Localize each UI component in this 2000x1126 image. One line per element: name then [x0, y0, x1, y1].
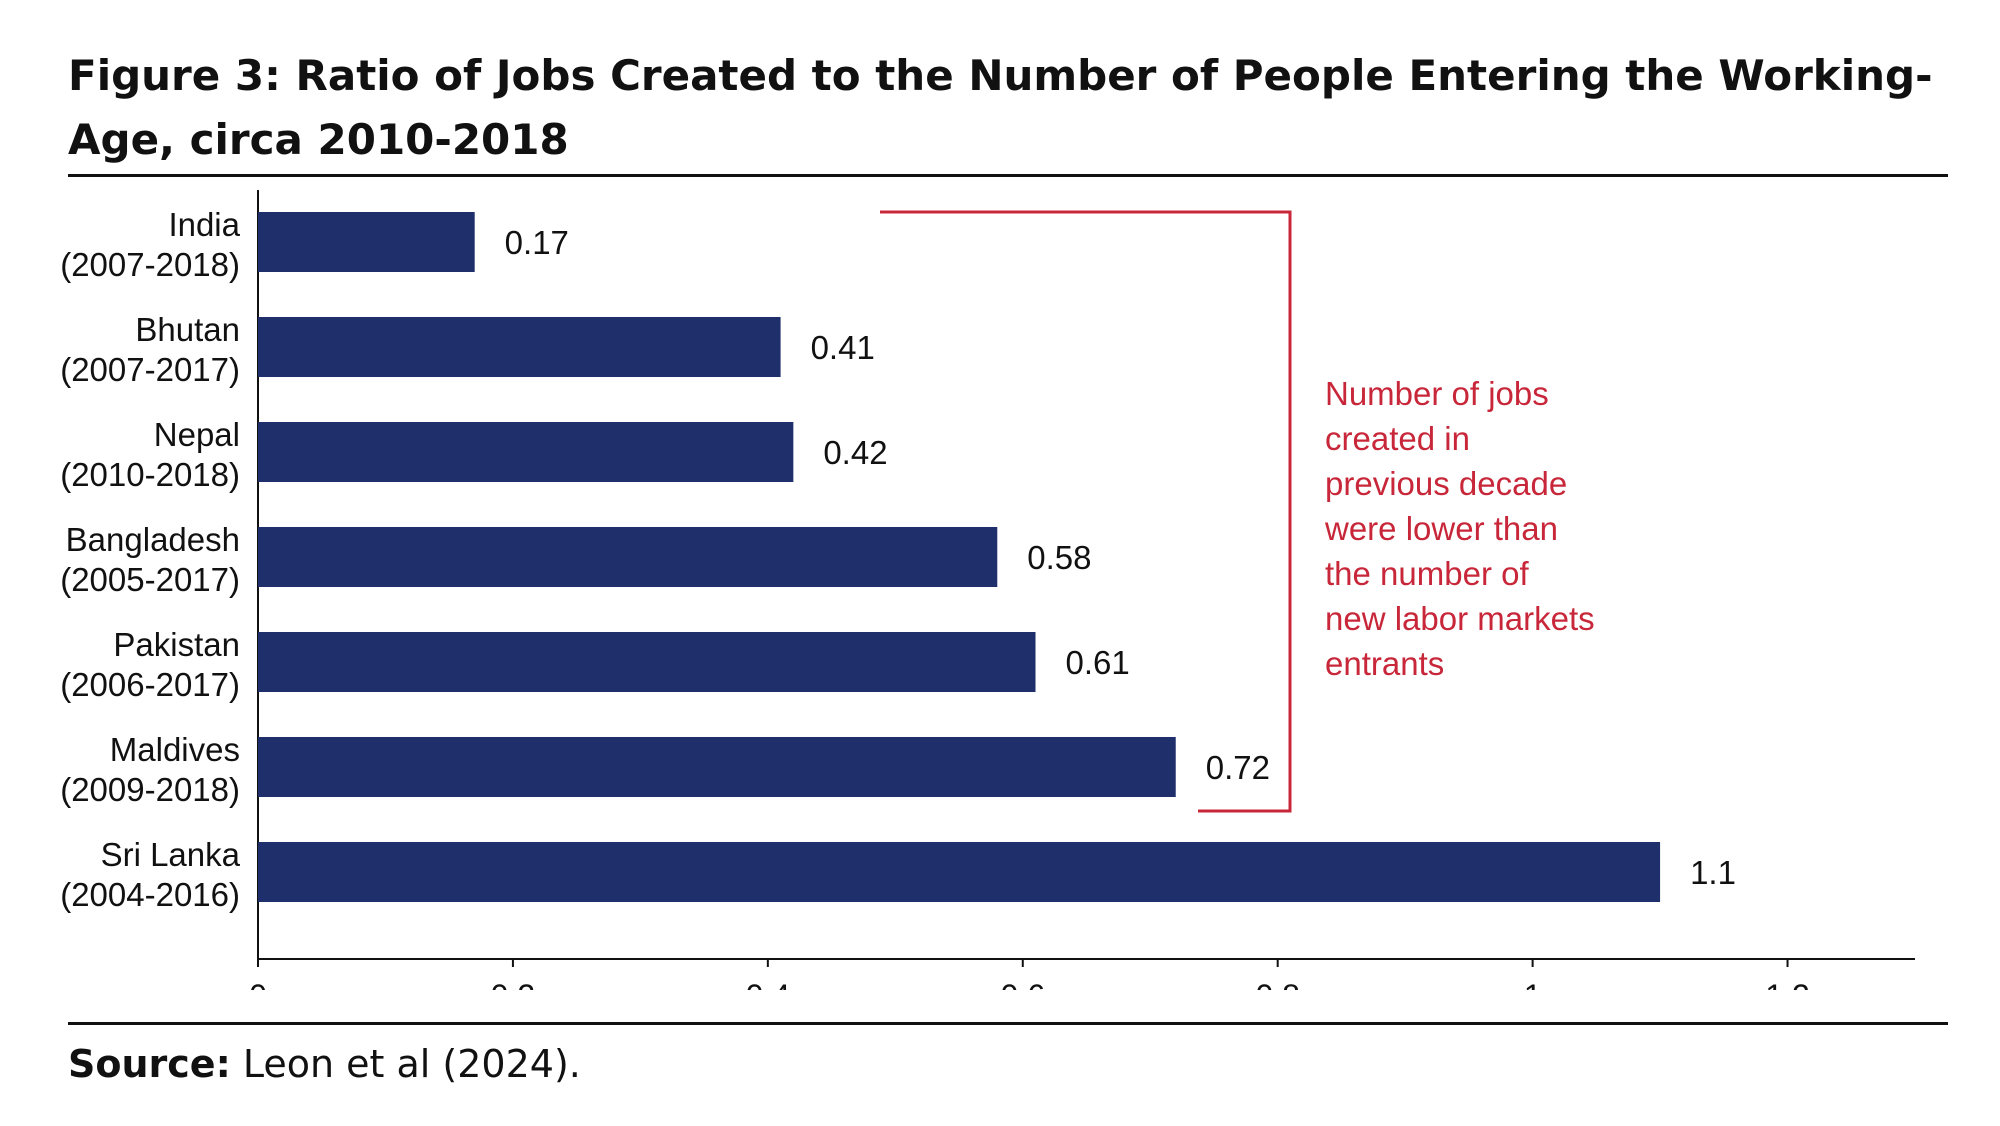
data-label: 1.1: [1690, 854, 1736, 891]
data-label: 0.61: [1066, 644, 1130, 681]
source-note: Source: Leon et al (2024).: [68, 1042, 581, 1086]
category-label-name: Nepal: [154, 416, 240, 453]
data-label: 0.58: [1027, 539, 1091, 576]
category-label-name: India: [168, 206, 240, 243]
x-tick-label: 0.6: [1001, 978, 1045, 990]
category-label-name: Pakistan: [113, 626, 240, 663]
annotation-text-line: new labor markets: [1325, 600, 1595, 637]
category-label-name: Maldives: [110, 731, 240, 768]
category-label-name: Bhutan: [135, 311, 240, 348]
bar-pakistan: [258, 632, 1036, 692]
x-tick-label: 0.8: [1255, 978, 1299, 990]
category-label-period: (2010-2018): [60, 456, 240, 493]
x-tick-label: 1: [1524, 978, 1542, 990]
data-label: 0.42: [823, 434, 887, 471]
annotation-text-line: previous decade: [1325, 465, 1567, 502]
source-label: Source:: [68, 1042, 231, 1086]
x-tick-label: 0.4: [746, 978, 790, 990]
data-label: 0.41: [811, 329, 875, 366]
x-tick-label: 0.2: [491, 978, 535, 990]
category-label-period: (2005-2017): [60, 561, 240, 598]
category-label-name: Sri Lanka: [101, 836, 241, 873]
bar-nepal: [258, 422, 794, 482]
category-label-name: Bangladesh: [66, 521, 240, 558]
bar-maldives: [258, 737, 1176, 797]
x-tick-label: 0: [249, 978, 267, 990]
source-text: Leon et al (2024).: [242, 1042, 581, 1086]
category-label-period: (2009-2018): [60, 771, 240, 808]
category-label-period: (2006-2017): [60, 666, 240, 703]
figure-title: Figure 3: Ratio of Jobs Created to the N…: [68, 51, 1933, 164]
annotation-text-line: entrants: [1325, 645, 1444, 682]
bar-chart: 0 0.2 0.4 0.6 0.8 1 1.2 India(2007-2018) 0.17 Bhu…: [60, 190, 1915, 990]
data-label: 0.72: [1206, 749, 1270, 786]
annotation-text-line: were lower than: [1324, 510, 1558, 547]
source-divider: [68, 1022, 1948, 1025]
annotation-text-line: Number of jobs: [1325, 375, 1549, 412]
title-divider: [68, 174, 1948, 177]
bar-bhutan: [258, 317, 781, 377]
bar-india: [258, 212, 475, 272]
bar-sri-lanka: [258, 842, 1661, 902]
annotation-text-line: created in: [1325, 420, 1470, 457]
category-label-period: (2004-2016): [60, 876, 240, 913]
annotation-bracket: [880, 210, 1292, 813]
category-label-period: (2007-2018): [60, 246, 240, 283]
annotation-text-line: the number of: [1325, 555, 1529, 592]
category-label-period: (2007-2017): [60, 351, 240, 388]
data-label: 0.17: [505, 224, 569, 261]
bar-bangladesh: [258, 527, 998, 587]
x-tick-label: 1.2: [1765, 978, 1809, 990]
